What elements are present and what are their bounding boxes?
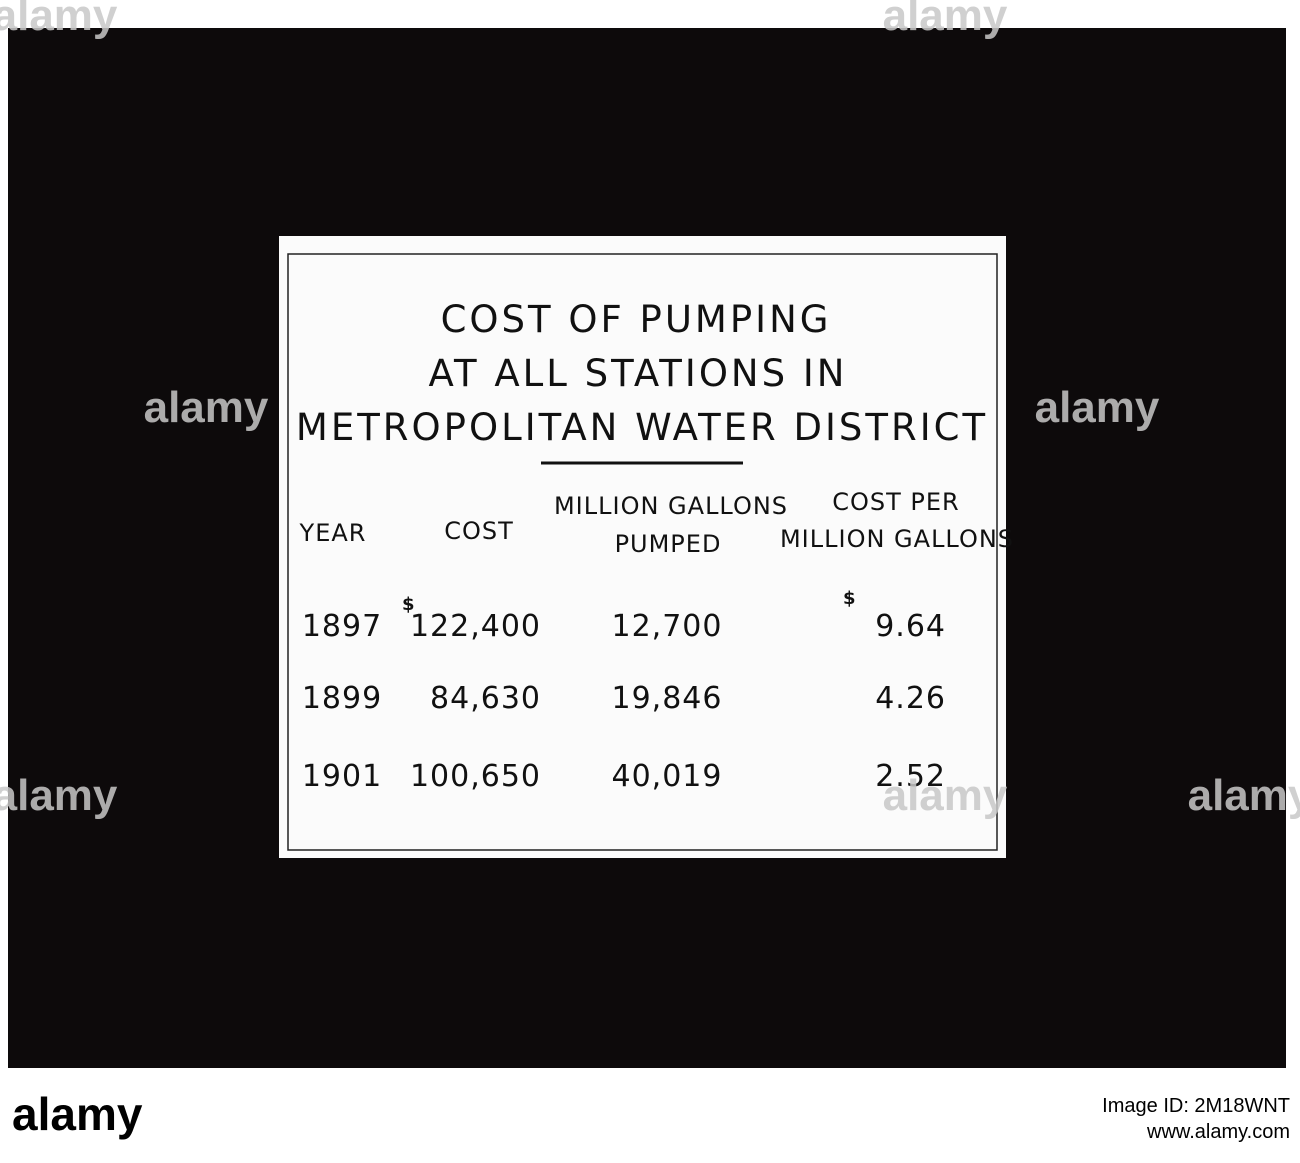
table-cell: 9.64: [875, 609, 946, 644]
table-cell: 4.26: [875, 681, 946, 716]
table-body: 1897 122,400 12,700 9.64 1899 84,630 19,846 4.2…: [302, 609, 946, 794]
table-cell: 40,019: [612, 759, 723, 794]
table-cell: 1897: [302, 609, 382, 644]
title-line: AT ALL STATIONS IN: [429, 352, 848, 395]
table-cell: 19,846: [612, 681, 723, 716]
table-cell: 100,650: [410, 759, 541, 794]
image-id: Image ID: 2M18WNT: [1102, 1095, 1290, 1117]
column-header: COST: [444, 517, 514, 545]
column-header: COST PER: [832, 488, 959, 516]
footer-logo: alamy: [12, 1088, 143, 1140]
table-cell: 1899: [302, 681, 382, 716]
watermark: alamy: [0, 0, 118, 40]
table-cell: 1901: [302, 759, 382, 794]
title-line: METROPOLITAN WATER DISTRICT: [296, 406, 988, 449]
title-line: COST OF PUMPING: [441, 298, 832, 341]
currency-sign: $: [843, 588, 856, 609]
watermark: alamy: [883, 771, 1008, 820]
watermark: alamy: [0, 771, 118, 820]
watermark: alamy: [1035, 383, 1160, 432]
column-header: MILLION GALLONS: [780, 525, 1014, 553]
currency-sign: $: [402, 594, 415, 615]
watermark: alamy: [883, 0, 1008, 40]
table-cell: 122,400: [410, 609, 541, 644]
slide-card: [279, 236, 1006, 858]
column-header: PUMPED: [615, 530, 722, 558]
table-cell: 84,630: [430, 681, 541, 716]
table-cell: 12,700: [612, 609, 723, 644]
footer-url: www.alamy.com: [1146, 1121, 1290, 1143]
watermark: alamy: [1188, 771, 1300, 820]
watermark: alamy: [144, 383, 269, 432]
table-cell: 2.52: [875, 759, 946, 794]
card-border: [287, 253, 998, 851]
column-header: MILLION GALLONS: [554, 492, 788, 520]
column-header: YEAR: [299, 519, 367, 547]
